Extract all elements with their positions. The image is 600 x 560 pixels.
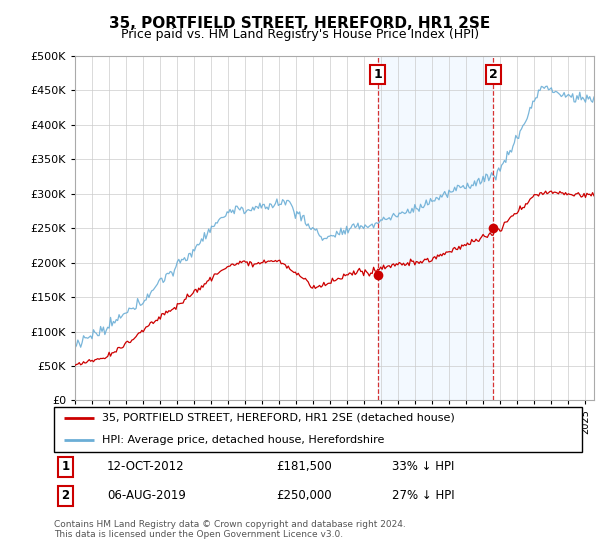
Text: 33% ↓ HPI: 33% ↓ HPI	[392, 460, 454, 473]
Text: 2: 2	[62, 489, 70, 502]
Text: 2: 2	[489, 68, 498, 81]
Text: 1: 1	[62, 460, 70, 473]
Text: 1: 1	[373, 68, 382, 81]
Text: Contains HM Land Registry data © Crown copyright and database right 2024.
This d: Contains HM Land Registry data © Crown c…	[54, 520, 406, 539]
Text: 06-AUG-2019: 06-AUG-2019	[107, 489, 185, 502]
Text: 35, PORTFIELD STREET, HEREFORD, HR1 2SE: 35, PORTFIELD STREET, HEREFORD, HR1 2SE	[109, 16, 491, 31]
Text: HPI: Average price, detached house, Herefordshire: HPI: Average price, detached house, Here…	[101, 435, 384, 445]
Text: 27% ↓ HPI: 27% ↓ HPI	[392, 489, 455, 502]
Text: Price paid vs. HM Land Registry's House Price Index (HPI): Price paid vs. HM Land Registry's House …	[121, 28, 479, 41]
Text: £250,000: £250,000	[276, 489, 331, 502]
Bar	[378, 56, 493, 400]
Text: 12-OCT-2012: 12-OCT-2012	[107, 460, 184, 473]
FancyBboxPatch shape	[54, 407, 582, 452]
Text: £181,500: £181,500	[276, 460, 332, 473]
Text: 35, PORTFIELD STREET, HEREFORD, HR1 2SE (detached house): 35, PORTFIELD STREET, HEREFORD, HR1 2SE …	[101, 413, 454, 423]
